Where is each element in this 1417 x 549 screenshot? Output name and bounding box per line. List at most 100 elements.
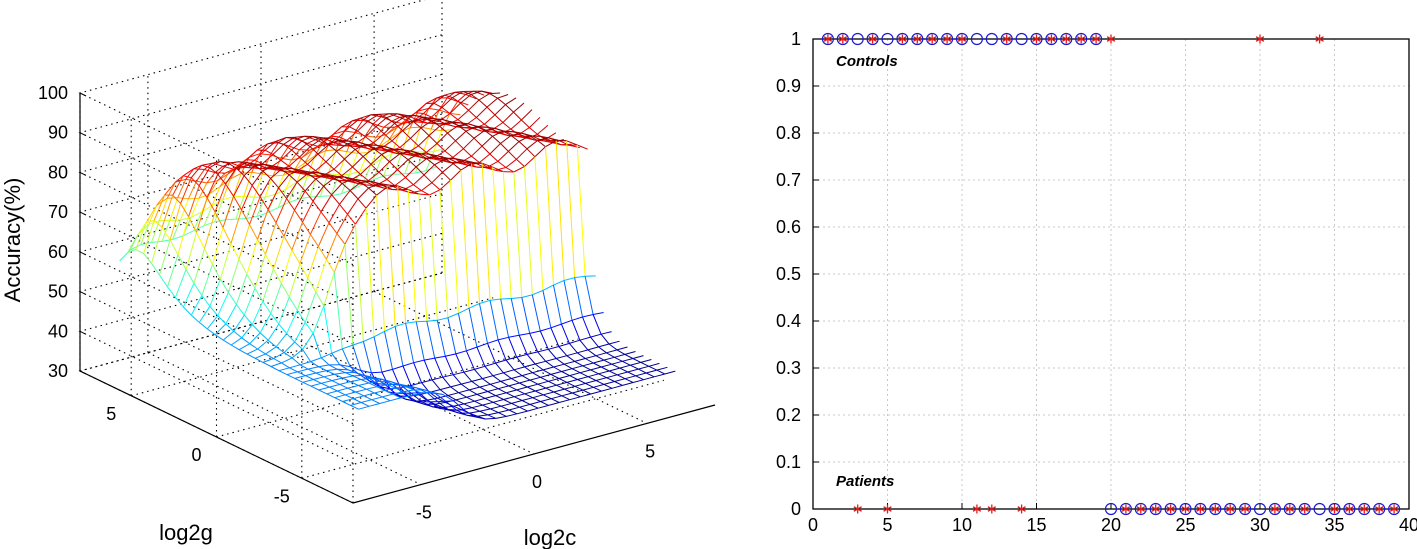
mesh-segment — [342, 375, 354, 379]
mesh-segment — [466, 393, 478, 398]
mesh-segment — [235, 167, 245, 176]
mesh-segment — [172, 219, 181, 240]
mesh-segment — [444, 91, 456, 96]
mesh-segment — [455, 409, 467, 416]
mesh-segment — [412, 150, 424, 153]
mesh-segment — [526, 148, 536, 158]
mesh-segment — [654, 373, 665, 378]
mesh-segment — [129, 244, 142, 251]
mesh-segment — [270, 169, 282, 179]
mesh-segment — [465, 93, 477, 100]
asterisk-stroke — [942, 36, 952, 42]
mesh-segment — [481, 163, 491, 301]
mesh-segment — [383, 133, 393, 142]
mesh-segment — [453, 371, 464, 376]
mesh-segment — [214, 199, 224, 222]
mesh-segment — [418, 118, 427, 121]
mesh-segment — [352, 156, 364, 168]
mesh-segment — [441, 97, 453, 108]
mesh-segment — [320, 357, 330, 366]
mesh-segment — [267, 323, 280, 341]
mesh-segment — [395, 387, 404, 393]
surface-tick-labels: 30 40 50 60 70 80 90 100 -5 0 5 -5 0 5 — [38, 83, 655, 523]
mesh-segment — [492, 130, 504, 137]
mesh-segment — [344, 158, 353, 168]
mesh-segment — [212, 162, 224, 167]
mesh-segment — [468, 109, 477, 118]
asterisk-stroke — [823, 36, 833, 42]
mesh-segment — [209, 180, 218, 195]
mesh-segment — [379, 380, 388, 386]
mesh-segment — [513, 131, 522, 134]
mesh-segment — [505, 97, 517, 106]
predicted-class-marker — [942, 34, 952, 44]
mesh-segment — [207, 328, 216, 336]
mesh-segment — [304, 291, 317, 323]
mesh-segment — [608, 340, 620, 345]
mesh-segment — [402, 365, 412, 386]
mesh-segment — [368, 380, 380, 384]
mesh-segment — [478, 93, 490, 101]
mesh-segment — [246, 162, 255, 167]
mesh-segment — [177, 179, 187, 198]
mesh-segment — [360, 379, 370, 384]
mesh-segment — [270, 366, 280, 372]
mesh-segment — [180, 177, 192, 204]
mesh-segment — [478, 126, 491, 133]
mesh-segment — [259, 178, 272, 198]
mesh-segment — [241, 166, 252, 169]
scatter-tick-labels: 0 5 10 15 20 25 30 35 40 0 0.1 0.2 0.3 0.4 0.5 0.6 0.7 0.… — [776, 29, 1417, 535]
mesh-segment — [449, 101, 459, 114]
mesh-segment — [447, 125, 459, 134]
mesh-segment — [415, 158, 427, 168]
mesh-segment — [347, 213, 356, 225]
mesh-segment — [347, 387, 357, 393]
mesh-segment — [600, 333, 610, 345]
asterisk-stroke — [1121, 506, 1131, 512]
mesh-segment — [529, 376, 541, 381]
mesh-segment — [232, 173, 242, 197]
mesh-segment — [368, 171, 380, 181]
mesh-segment — [288, 156, 300, 167]
mesh-segment — [254, 159, 263, 165]
mesh-segment — [564, 385, 576, 390]
mesh-segment — [413, 389, 423, 394]
mesh-segment — [526, 354, 536, 365]
mesh-segment — [379, 183, 390, 186]
mesh-segment — [452, 374, 462, 385]
mesh-segment — [537, 124, 549, 135]
mesh-segment — [257, 239, 266, 255]
predicted-class-marker — [1136, 504, 1146, 514]
mesh-segment — [338, 151, 348, 175]
mesh-segment — [355, 391, 365, 397]
mesh-segment — [492, 167, 502, 300]
mesh-segment — [463, 148, 472, 157]
mesh-segment — [378, 113, 387, 119]
mesh-segment — [394, 173, 405, 175]
mesh-segment — [489, 300, 499, 340]
mesh-segment — [505, 104, 514, 113]
mesh-segment — [307, 153, 319, 165]
mesh-segment — [403, 389, 415, 393]
mesh-segment — [378, 171, 388, 180]
mesh-segment — [524, 366, 533, 374]
mesh-segment — [461, 380, 472, 385]
mesh-segment — [212, 264, 221, 280]
mesh-segment — [275, 333, 288, 348]
predicted-class-marker — [1300, 504, 1309, 514]
mesh-segment — [439, 389, 449, 396]
mesh-segment — [537, 383, 547, 389]
mesh-segment — [598, 346, 607, 354]
mesh-segment — [362, 156, 372, 165]
mesh-segment — [521, 375, 531, 381]
mesh-segment — [349, 190, 359, 200]
mesh-segment — [304, 150, 313, 164]
mesh-segment — [452, 91, 464, 99]
mesh-segment — [201, 164, 210, 169]
mesh-segment — [582, 365, 591, 371]
mesh-segment — [119, 252, 129, 262]
mesh-segment — [275, 346, 285, 354]
mesh-segment — [161, 239, 173, 242]
mesh-segment — [425, 166, 437, 172]
x-tick-label: 20 — [1101, 515, 1121, 535]
